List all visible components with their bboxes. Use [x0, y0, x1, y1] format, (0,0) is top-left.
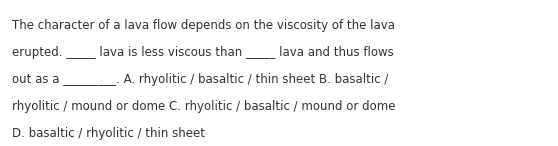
Text: erupted. _____ lava is less viscous than _____ lava and thus flows: erupted. _____ lava is less viscous than… — [12, 46, 394, 59]
Text: The character of a lava flow depends on the viscosity of the lava: The character of a lava flow depends on … — [12, 19, 395, 32]
Text: D. basaltic / rhyolitic / thin sheet: D. basaltic / rhyolitic / thin sheet — [12, 127, 205, 140]
Text: out as a _________. A. rhyolitic / basaltic / thin sheet B. basaltic /: out as a _________. A. rhyolitic / basal… — [12, 73, 389, 86]
Text: rhyolitic / mound or dome C. rhyolitic / basaltic / mound or dome: rhyolitic / mound or dome C. rhyolitic /… — [12, 100, 396, 113]
